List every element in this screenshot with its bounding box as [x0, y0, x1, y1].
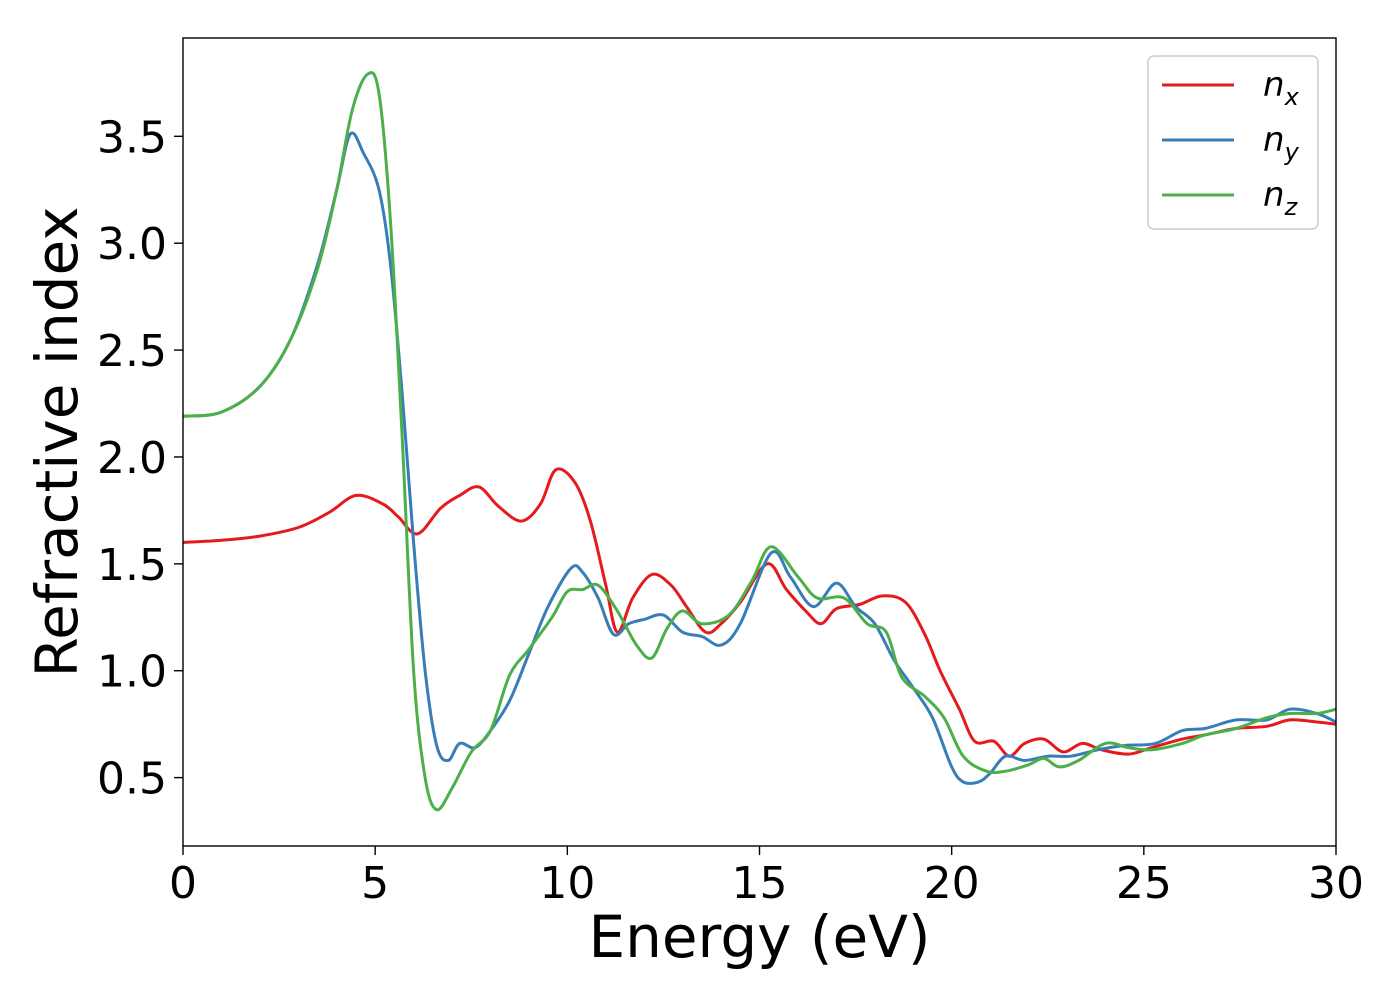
x-tick-label: 30 — [1308, 858, 1364, 909]
series-line-n-z — [183, 71, 1336, 812]
y-tick-label: 1.0 — [97, 647, 167, 698]
y-axis-label: Refractive index — [23, 206, 91, 677]
legend-entry-n-z: nz — [1263, 175, 1299, 221]
series-layer — [183, 71, 1336, 812]
legend-box — [1147, 55, 1319, 230]
y-tick-label: 0.5 — [97, 754, 167, 805]
series-line-n-x — [183, 467, 1336, 758]
y-tick-label: 3.5 — [97, 112, 167, 163]
legend-entry-n-x: nx — [1263, 65, 1300, 111]
legend: nx ny nz — [1147, 55, 1319, 230]
series-line-n-y — [183, 131, 1336, 785]
x-tick-label: 0 — [169, 858, 197, 909]
y-tick-label: 3.0 — [97, 219, 167, 270]
x-tick-label: 5 — [361, 858, 389, 909]
y-tick-label: 1.5 — [97, 540, 167, 591]
y-tick-label: 2.0 — [97, 433, 167, 484]
x-axis-ticks: 0 5 10 15 20 25 30 — [169, 846, 1364, 909]
x-tick-label: 25 — [1116, 858, 1172, 909]
legend-entry-n-y: ny — [1263, 120, 1300, 166]
x-tick-label: 20 — [924, 858, 980, 909]
y-axis-ticks: 0.5 1.0 1.5 2.0 2.5 3.0 3.5 — [97, 112, 183, 805]
x-tick-label: 15 — [732, 858, 788, 909]
y-tick-label: 2.5 — [97, 326, 167, 377]
x-tick-label: 10 — [539, 858, 595, 909]
x-axis-label: Energy (eV) — [588, 903, 930, 971]
